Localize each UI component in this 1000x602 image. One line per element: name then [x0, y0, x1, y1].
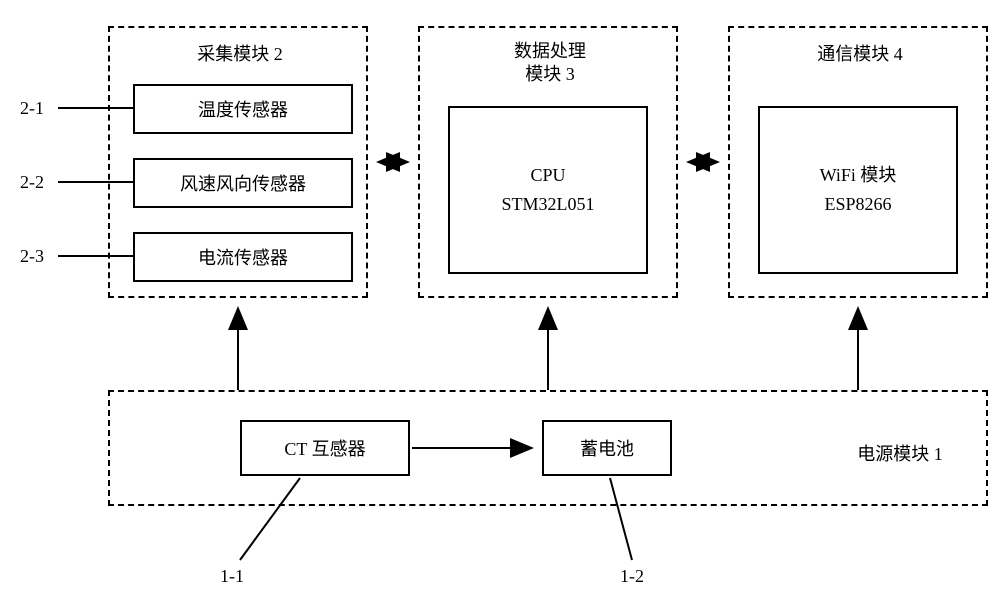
ref-1-1: 1-1 [220, 566, 244, 587]
ref-2-1: 2-1 [20, 98, 44, 119]
ct-transformer-box: CT 互感器 [240, 420, 410, 476]
current-sensor-label: 电流传感器 [198, 244, 288, 270]
temperature-sensor-label: 温度传感器 [198, 96, 288, 122]
cpu-box: CPU STM32L051 [448, 106, 648, 274]
processing-title-line2: 模块 3 [525, 64, 575, 84]
cpu-label-line2: STM32L051 [501, 190, 594, 219]
current-sensor-box: 电流传感器 [133, 232, 353, 282]
wifi-label-line2: ESP8266 [824, 190, 891, 219]
acquisition-module-title: 采集模块 2 [160, 40, 320, 66]
ref-2-2: 2-2 [20, 172, 44, 193]
comm-module-title: 通信模块 4 [790, 40, 930, 66]
cpu-label-line1: CPU [530, 161, 565, 190]
wifi-label-line1: WiFi 模块 [820, 161, 897, 190]
battery-label: 蓄电池 [580, 435, 634, 461]
ref-1-2: 1-2 [620, 566, 644, 587]
wifi-box: WiFi 模块 ESP8266 [758, 106, 958, 274]
processing-title-line1: 数据处理 [514, 41, 586, 61]
wind-sensor-box: 风速风向传感器 [133, 158, 353, 208]
ref-2-3: 2-3 [20, 246, 44, 267]
processing-module-title: 数据处理 模块 3 [490, 40, 610, 87]
power-module-title: 电源模块 1 [840, 440, 960, 466]
temperature-sensor-box: 温度传感器 [133, 84, 353, 134]
battery-box: 蓄电池 [542, 420, 672, 476]
wind-sensor-label: 风速风向传感器 [180, 170, 306, 196]
ct-transformer-label: CT 互感器 [284, 435, 365, 461]
